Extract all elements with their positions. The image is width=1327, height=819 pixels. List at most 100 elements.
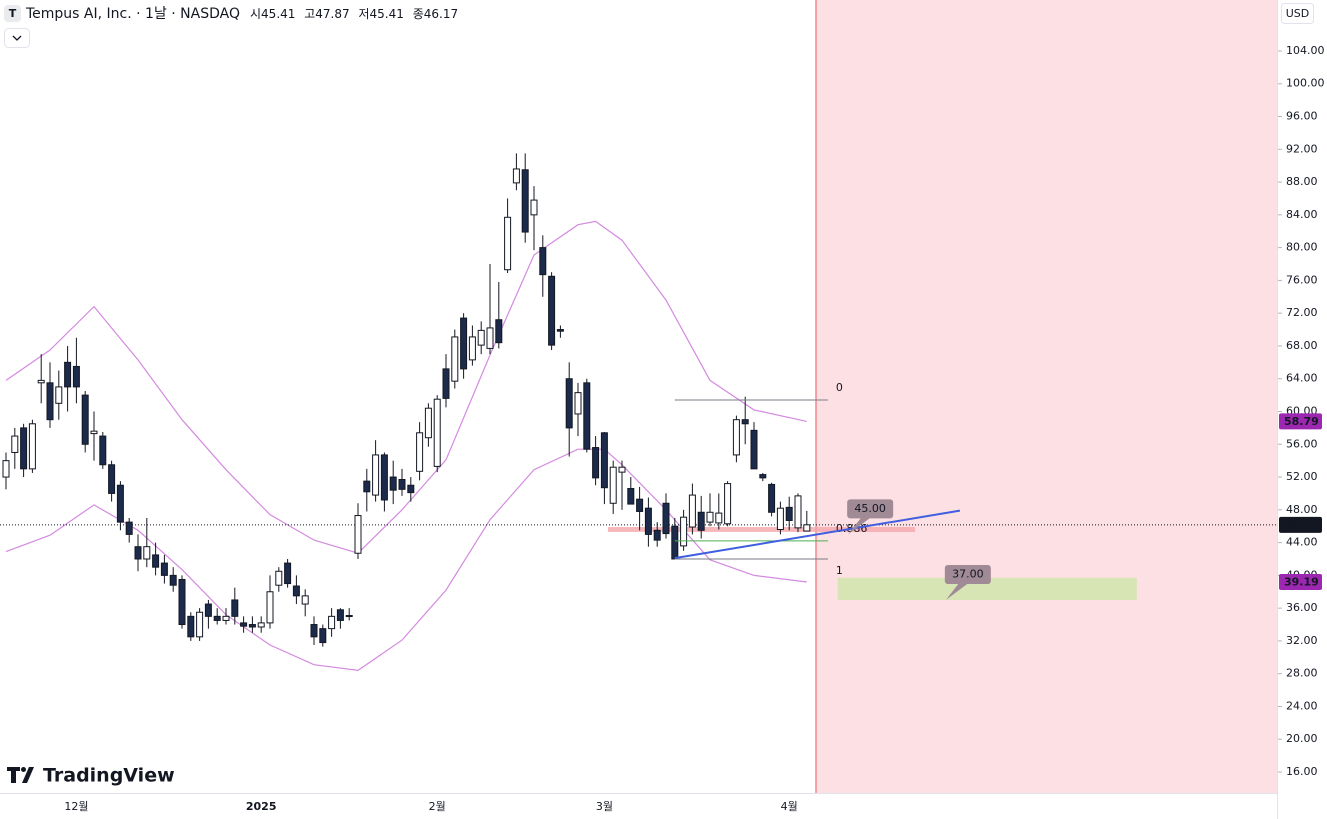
candle-body — [424, 407, 432, 439]
x-tick-label: 4월 — [781, 800, 798, 813]
candle-body — [548, 275, 556, 346]
collapse-button[interactable] — [4, 28, 30, 48]
price-tag-label: 39.19 — [1284, 576, 1319, 589]
candle-body — [292, 585, 300, 597]
candle-body — [275, 570, 283, 586]
candle-body — [319, 628, 327, 644]
candle-body — [636, 498, 644, 512]
candle-body — [662, 502, 670, 535]
candle-body — [231, 599, 239, 617]
candle-body — [301, 595, 309, 605]
y-tick-label: 96.00 — [1286, 110, 1318, 123]
watermark-logo — [21, 767, 26, 772]
candle-body — [336, 609, 344, 621]
ohlc-value: 46.17 — [424, 7, 458, 21]
candle-body — [724, 483, 732, 525]
fib-label: 1 — [836, 564, 843, 577]
currency-button[interactable] — [1281, 3, 1314, 24]
candle-body — [706, 511, 714, 523]
candle-body — [116, 484, 124, 523]
candle-body — [143, 546, 151, 560]
candle-body — [671, 525, 679, 560]
candle-body — [433, 398, 441, 467]
target-box — [837, 577, 1137, 600]
callout-box — [847, 499, 894, 519]
candle-body — [776, 507, 784, 530]
y-tick-label: 68.00 — [1286, 339, 1318, 352]
y-tick-label: 56.00 — [1286, 437, 1318, 450]
candle-body — [125, 521, 133, 535]
candle-body — [345, 615, 353, 618]
candle-body — [328, 615, 336, 630]
candle-body — [644, 507, 652, 535]
candle-body — [28, 423, 36, 470]
candle-body — [741, 419, 749, 425]
candle-body — [372, 454, 380, 496]
candle-body — [37, 379, 45, 384]
y-tick-label: 52.00 — [1286, 470, 1318, 483]
watermark-logo — [7, 767, 34, 783]
candle-body — [20, 427, 28, 470]
callout-label: 37.00 — [952, 567, 984, 580]
price-tag-label: 46.17 — [1284, 518, 1319, 531]
y-tick-label: 28.00 — [1286, 667, 1318, 680]
x-tick-label: 2월 — [429, 800, 446, 813]
x-tick-label: 12월 — [64, 800, 88, 813]
candle-body — [204, 603, 212, 617]
candle-body — [46, 382, 54, 421]
candle-body — [680, 516, 688, 547]
currency-label: USD — [1286, 7, 1310, 20]
candle-body — [108, 464, 116, 494]
candle-body — [504, 216, 512, 271]
candle-body — [213, 615, 221, 621]
candle-body — [266, 591, 274, 624]
candle-body — [398, 479, 406, 490]
y-tick-label: 64.00 — [1286, 372, 1318, 385]
candle-body — [565, 378, 573, 429]
band-line — [5, 220, 807, 554]
ohlc-value: 45.41 — [261, 7, 295, 21]
candle-body — [715, 512, 723, 524]
candle-body — [759, 474, 767, 479]
candle-body — [363, 480, 371, 493]
y-tick-label: 44.00 — [1286, 536, 1318, 549]
band-line — [5, 448, 807, 672]
y-tick-label: 100.00 — [1286, 77, 1325, 90]
ohlc-value: 45.41 — [370, 7, 404, 21]
candle-body — [785, 506, 793, 521]
y-tick-label: 24.00 — [1286, 699, 1318, 712]
candle-body — [99, 435, 107, 466]
symbol-title: Tempus AI, Inc. · 1날 · NASDAQ — [25, 6, 240, 22]
y-tick-label: 76.00 — [1286, 273, 1318, 286]
price-tag — [1279, 574, 1322, 591]
candle-body — [354, 515, 362, 554]
y-tick-label: 72.00 — [1286, 306, 1318, 319]
trendline — [674, 509, 961, 560]
candle-body — [407, 484, 415, 494]
y-tick-label: 32.00 — [1286, 634, 1318, 647]
candle-body — [521, 169, 529, 233]
candle-body — [11, 435, 19, 453]
ohlc-label: 종 — [413, 7, 424, 21]
ohlc-label: 저 — [358, 7, 369, 21]
y-tick-label: 48.00 — [1286, 503, 1318, 516]
x-tick-label: 2025 — [246, 800, 277, 813]
candle-body — [257, 622, 265, 628]
candle-body — [618, 466, 626, 473]
candle-body — [688, 494, 696, 528]
y-tick-label: 84.00 — [1286, 208, 1318, 221]
candle-body — [248, 624, 256, 628]
symbol-logo — [4, 5, 21, 22]
ohlc: 시45.41 고47.87 저45.41 종46.17 — [250, 7, 458, 21]
candle-body — [732, 419, 740, 456]
candle-body — [284, 562, 292, 585]
y-tick-label: 88.00 — [1286, 175, 1318, 188]
candle-body — [495, 319, 503, 344]
candle-body — [134, 546, 142, 560]
candle-body — [196, 611, 204, 638]
candle-body — [477, 329, 485, 346]
ohlc-value: 47.87 — [315, 7, 349, 21]
candle-body — [600, 432, 608, 489]
